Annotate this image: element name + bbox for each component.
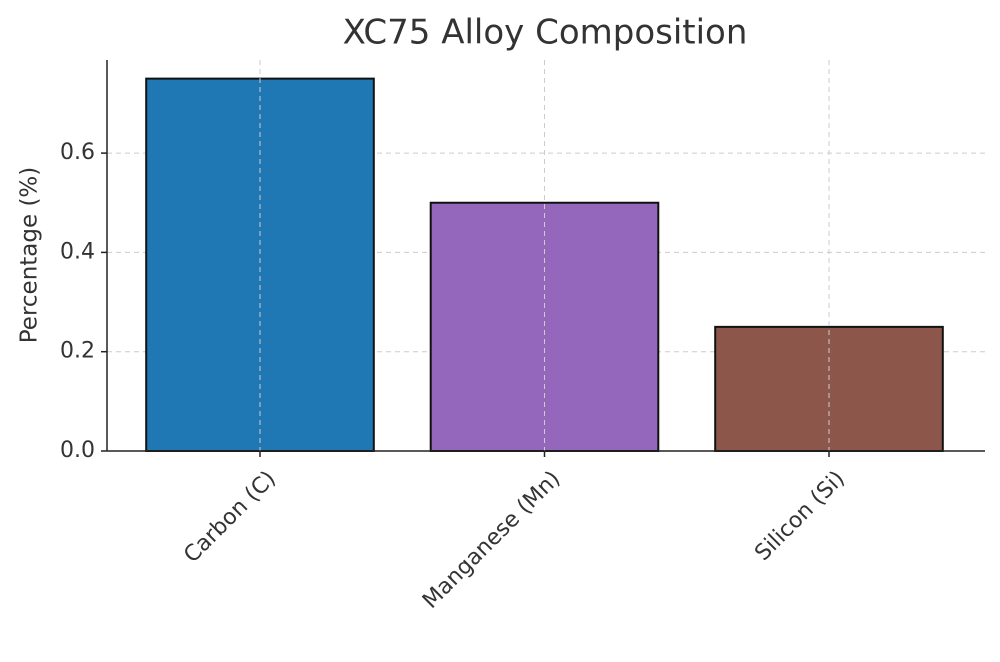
- x-tick-label: Manganese (Mn): [418, 466, 565, 613]
- y-tick-label: 0.4: [60, 239, 95, 264]
- x-tick-label: Silicon (Si): [750, 466, 850, 566]
- x-tick-label: Carbon (C): [179, 466, 281, 568]
- y-tick-label: 0.2: [60, 339, 95, 364]
- y-axis-label: Percentage (%): [17, 167, 43, 344]
- y-tick-label: 0.0: [60, 438, 95, 463]
- chart-title: XC75 Alloy Composition: [343, 13, 748, 53]
- y-tick-label: 0.6: [60, 140, 95, 165]
